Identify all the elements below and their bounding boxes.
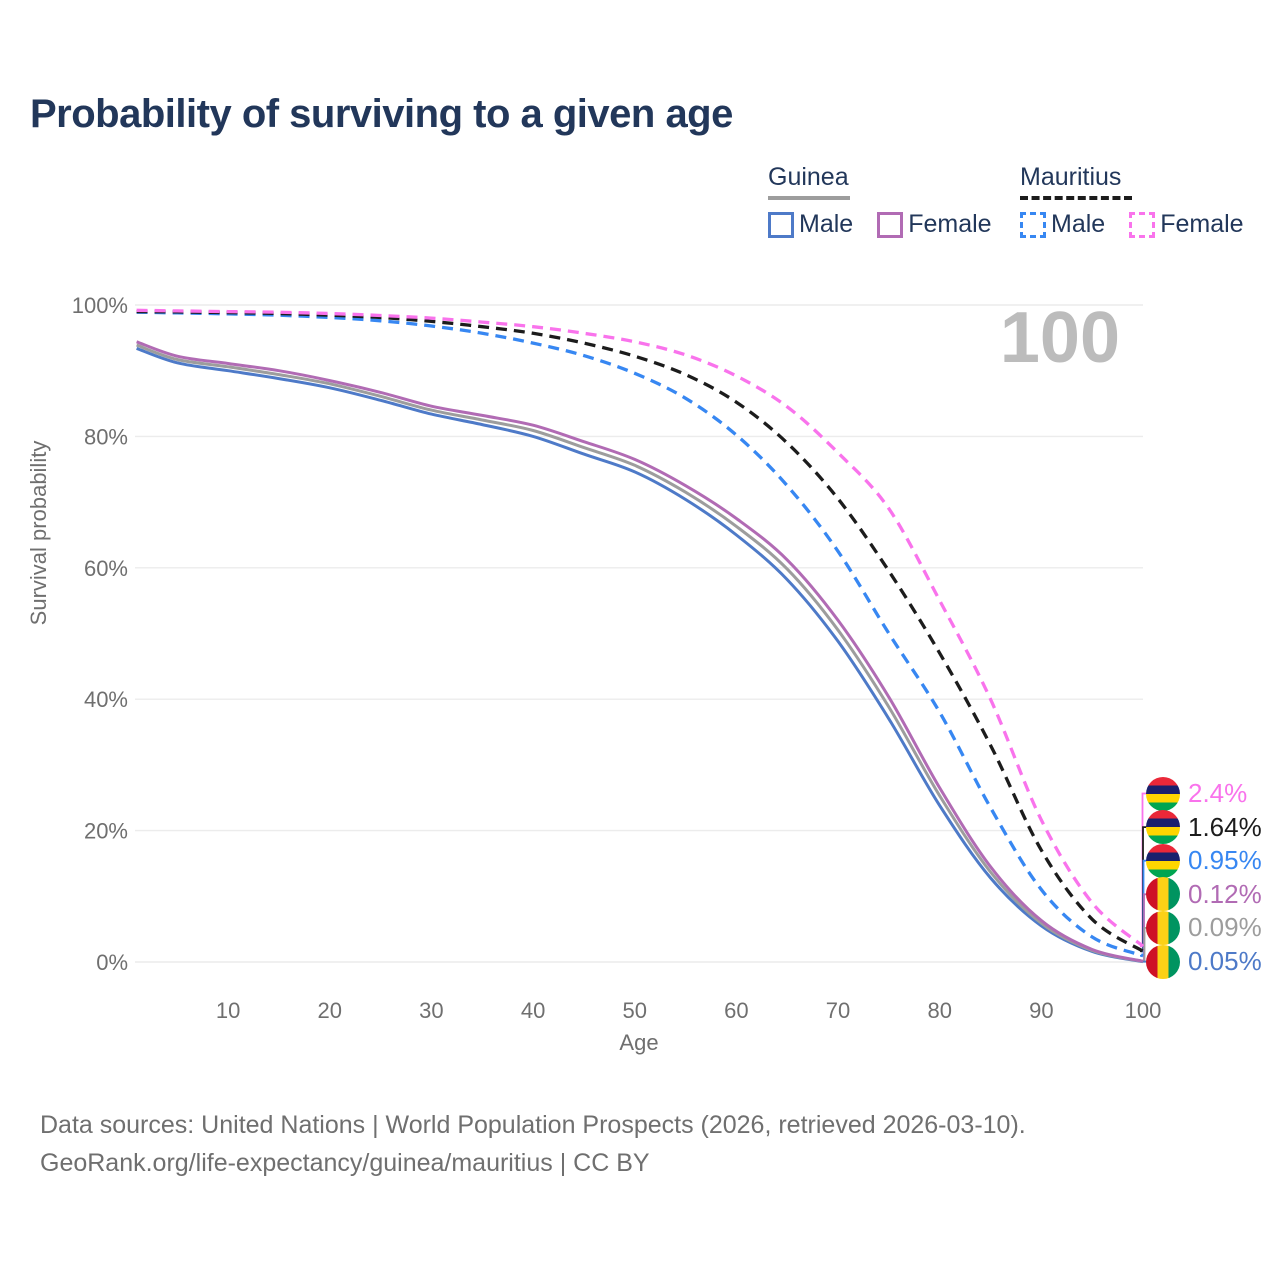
x-tick-label: 100: [1125, 998, 1162, 1023]
series-line-guinea-both-sexes: [136, 343, 1144, 963]
y-tick-label: 0%: [96, 950, 128, 975]
x-tick-label: 40: [521, 998, 545, 1023]
legend-swatch-guinea-male[interactable]: [768, 211, 794, 238]
end-label-mauritius-female: 2.4%: [1146, 776, 1248, 811]
page-title: Probability of surviving to a given age: [30, 92, 733, 136]
guinea-flag-icon: [1146, 944, 1180, 979]
y-tick-label: 20%: [84, 819, 128, 844]
series-line-mauritius-male: [136, 310, 1144, 958]
series-line-guinea-male: [136, 346, 1144, 964]
series-line-mauritius-both-sexes: [136, 309, 1144, 953]
x-tick-label: 20: [318, 998, 342, 1023]
y-tick-label: 100%: [72, 293, 128, 318]
x-tick-label: 30: [419, 998, 443, 1023]
x-tick-label: 50: [622, 998, 646, 1023]
end-label-value: 0.95%: [1188, 845, 1262, 876]
mauritius-flag-icon: [1146, 843, 1180, 878]
source-attribution: Data sources: United Nations | World Pop…: [40, 1106, 1026, 1182]
axis-labels: 0% 20% 40% 60% 80% 100% 10 20 30 40 50 60 70 80 90 100 A…: [26, 293, 1161, 1055]
x-axis-title: Age: [619, 1030, 658, 1055]
guinea-flag-icon: [1146, 877, 1180, 912]
y-tick-label: 80%: [84, 424, 128, 449]
legend-label-mauritius-female[interactable]: Female: [1160, 210, 1244, 238]
end-label-mauritius-male: 0.95%: [1146, 843, 1262, 878]
x-tick-label: 90: [1029, 998, 1053, 1023]
age-counter-watermark: 100: [999, 298, 1120, 378]
y-tick-label: 60%: [84, 556, 128, 581]
series-line-mauritius-female: [136, 308, 1145, 948]
mauritius-combined-line-sample: [1020, 196, 1132, 200]
y-axis-title: Survival probability: [26, 441, 51, 626]
legend-country-mauritius: Mauritius: [1020, 163, 1122, 191]
x-tick-label: 70: [826, 998, 850, 1023]
legend-swatch-mauritius-male[interactable]: [1020, 211, 1046, 238]
series-line-guinea-female: [136, 340, 1144, 963]
guinea-combined-line-sample: [768, 196, 850, 200]
end-label-mauritius-both: 1.64%: [1146, 810, 1262, 845]
legend-group-guinea: Guinea Male Female: [768, 163, 992, 239]
end-label-guinea-male: 0.05%: [1146, 944, 1262, 979]
legend-label-guinea-male[interactable]: Male: [799, 210, 854, 238]
guinea-flag-icon: [1146, 910, 1180, 945]
end-label-guinea-both: 0.09%: [1146, 910, 1262, 945]
end-label-value: 2.4%: [1188, 778, 1248, 808]
legend-country-guinea: Guinea: [768, 163, 849, 191]
end-label-guinea-female: 0.12%: [1146, 877, 1262, 912]
end-label-value: 1.64%: [1188, 811, 1262, 842]
legend-swatch-mauritius-female[interactable]: [1129, 211, 1156, 238]
mauritius-flag-icon: [1146, 776, 1180, 811]
x-tick-label: 10: [216, 998, 240, 1023]
series-curves: [136, 308, 1145, 964]
y-tick-label: 40%: [84, 687, 128, 712]
x-tick-label: 80: [927, 998, 951, 1023]
legend-swatch-guinea-female[interactable]: [877, 211, 904, 238]
legend-label-mauritius-male[interactable]: Male: [1051, 210, 1106, 238]
mauritius-flag-icon: [1146, 810, 1180, 845]
gridlines: [135, 304, 1143, 963]
legend-label-guinea-female[interactable]: Female: [908, 210, 992, 238]
legend-group-mauritius: Mauritius Male Female: [1020, 163, 1244, 239]
source-line-2: GeoRank.org/life-expectancy/guinea/mauri…: [40, 1149, 650, 1177]
x-tick-label: 60: [724, 998, 748, 1023]
source-line-1: Data sources: United Nations | World Pop…: [40, 1111, 1026, 1139]
end-label-value: 0.09%: [1188, 912, 1262, 943]
end-label-value: 0.05%: [1188, 946, 1262, 976]
end-label-value: 0.12%: [1188, 878, 1262, 909]
